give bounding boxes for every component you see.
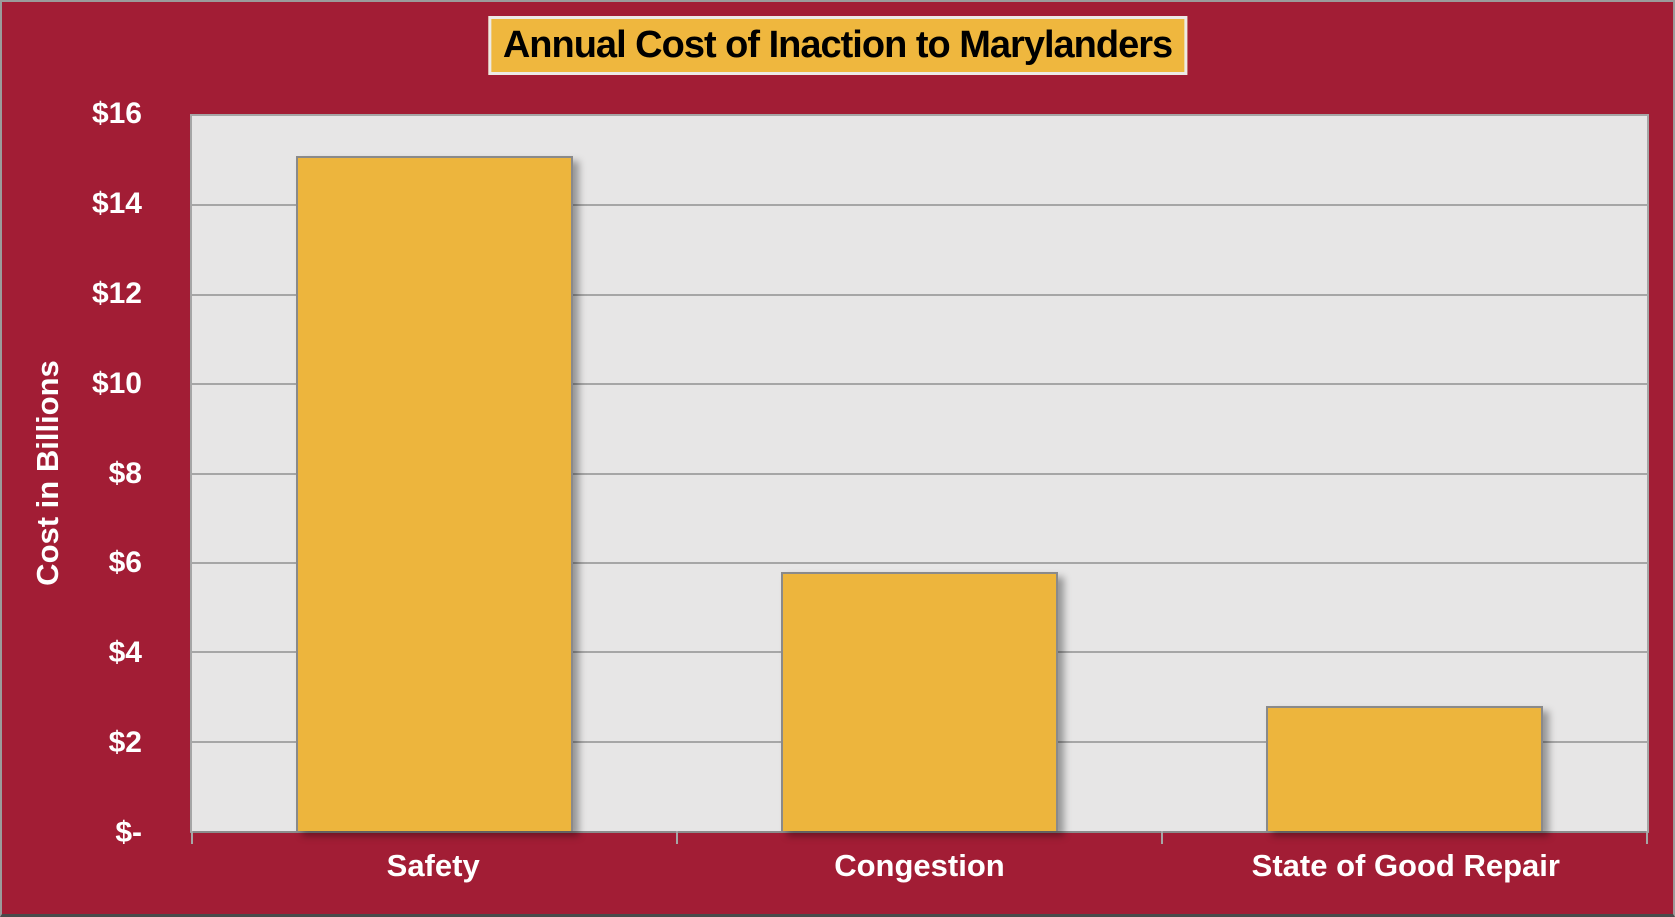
x-axis-labels: Safety Congestion State of Good Repair: [190, 848, 1649, 884]
x-axis-label: State of Good Repair: [1251, 848, 1560, 883]
y-tick-label: $12: [91, 276, 142, 310]
x-axis-label: Congestion: [834, 848, 1005, 883]
bar-congestion: [781, 571, 1058, 831]
x-axis-tick: [1161, 831, 1163, 844]
y-tick-label: $14: [91, 186, 142, 220]
x-axis-label: Safety: [386, 848, 480, 883]
y-tick-label: $-: [115, 816, 142, 849]
gridline: [192, 293, 1647, 296]
y-tick-label: $16: [91, 97, 142, 130]
bar-safety: [296, 156, 573, 831]
gridline: [192, 561, 1647, 564]
gridline: [192, 472, 1647, 475]
y-tick-label: $8: [108, 456, 142, 490]
chart-title-box: Annual Cost of Inaction to Marylanders: [487, 16, 1188, 75]
y-tick-label: $6: [108, 546, 142, 580]
y-tick-label: $2: [108, 726, 142, 760]
plot-area: [190, 114, 1649, 844]
bar-state-of-good-repair: [1266, 705, 1543, 831]
gridline: [192, 204, 1647, 207]
y-tick-label: $4: [108, 636, 142, 670]
y-axis-tick-labels: $- $2 $4 $6 $8 $10 $12 $14 $16: [2, 97, 148, 849]
y-tick-label: $10: [91, 366, 142, 400]
x-axis-tick: [191, 831, 193, 844]
x-axis-tick: [676, 831, 678, 844]
gridline: [192, 383, 1647, 386]
x-axis-tick: [1646, 831, 1648, 844]
chart-title: Annual Cost of Inaction to Marylanders: [502, 24, 1173, 66]
